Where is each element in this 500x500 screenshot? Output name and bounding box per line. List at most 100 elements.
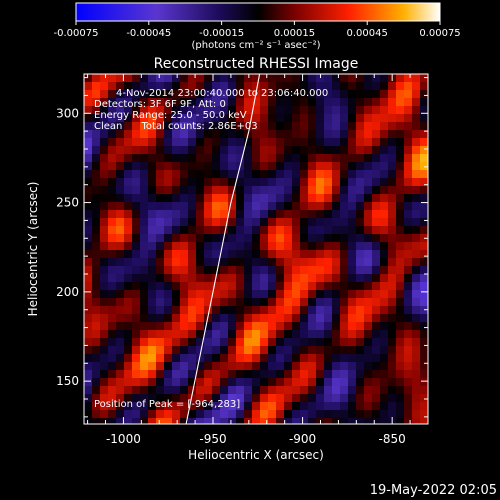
heatmap-pixel [332, 306, 341, 315]
heatmap-pixel [148, 82, 157, 91]
heatmap-pixel [228, 290, 237, 299]
heatmap-pixel [348, 362, 357, 371]
heatmap-pixel [372, 418, 381, 424]
heatmap-pixel [116, 410, 125, 419]
heatmap-pixel [276, 298, 285, 307]
heatmap-pixel [388, 354, 397, 363]
heatmap-pixel [244, 170, 253, 179]
heatmap-pixel [108, 106, 117, 115]
heatmap-pixel [196, 170, 205, 179]
heatmap-pixel [268, 410, 277, 419]
heatmap-pixel [140, 122, 149, 131]
heatmap-pixel [84, 194, 93, 203]
heatmap-pixel [180, 386, 189, 395]
heatmap-pixel [220, 122, 229, 131]
heatmap-pixel [116, 138, 125, 147]
footer-timestamp: 19-May-2022 02:05 [370, 483, 497, 498]
heatmap-pixel [164, 114, 173, 123]
heatmap-pixel [268, 242, 277, 251]
heatmap-pixel [412, 250, 421, 259]
heatmap-pixel [124, 274, 133, 283]
heatmap-pixel [156, 346, 165, 355]
heatmap-pixel [316, 106, 325, 115]
heatmap-pixel [332, 354, 341, 363]
heatmap-pixel [92, 90, 101, 99]
heatmap-pixel [332, 138, 341, 147]
heatmap-pixel [172, 242, 181, 251]
heatmap-pixel [228, 74, 237, 83]
heatmap-pixel [204, 386, 213, 395]
heatmap-pixel [220, 154, 229, 163]
heatmap-pixel [404, 378, 413, 387]
heatmap-pixel [276, 178, 285, 187]
heatmap-pixel [324, 290, 333, 299]
colorbar-ticks: -0.00075 -0.00045 -0.00015 0.00015 0.00045 0.… [54, 21, 461, 39]
heatmap-pixel [156, 338, 165, 347]
heatmap-pixel [84, 138, 93, 147]
y-tick-label: 200 [56, 285, 79, 299]
heatmap-pixel [244, 106, 253, 115]
heatmap-pixel [324, 234, 333, 243]
heatmap-pixel [324, 74, 333, 83]
heatmap-pixel [124, 354, 133, 363]
heatmap-pixel [108, 122, 117, 131]
heatmap-pixel [212, 338, 221, 347]
heatmap-pixel [300, 306, 309, 315]
heatmap-pixel [116, 346, 125, 355]
heatmap-pixel [316, 210, 325, 219]
heatmap-pixel [140, 90, 149, 99]
heatmap-pixel [196, 410, 205, 419]
heatmap-pixel [116, 354, 125, 363]
heatmap-pixel [164, 170, 173, 179]
heatmap-pixel [108, 410, 117, 419]
heatmap-pixel [196, 346, 205, 355]
heatmap-pixel [244, 114, 253, 123]
heatmap-pixel [316, 386, 325, 395]
heatmap-pixel [332, 402, 341, 411]
heatmap-pixel [148, 338, 157, 347]
heatmap-pixel [124, 250, 133, 259]
heatmap-pixel [348, 402, 357, 411]
heatmap-pixel [348, 170, 357, 179]
heatmap-pixel [124, 162, 133, 171]
heatmap-pixel [300, 386, 309, 395]
heatmap-pixel [204, 282, 213, 291]
heatmap-pixel [180, 178, 189, 187]
heatmap-pixel [404, 82, 413, 91]
heatmap-pixel [212, 242, 221, 251]
heatmap-pixel [340, 90, 349, 99]
heatmap-pixel [252, 122, 261, 131]
heatmap-pixel [172, 386, 181, 395]
heatmap-pixel [316, 162, 325, 171]
heatmap-pixel [124, 98, 133, 107]
heatmap-pixel [244, 98, 253, 107]
heatmap-pixel [140, 386, 149, 395]
heatmap-pixel [156, 282, 165, 291]
heatmap-pixel [196, 194, 205, 203]
heatmap-pixel [284, 338, 293, 347]
heatmap-pixel [164, 346, 173, 355]
heatmap-pixel [132, 378, 141, 387]
heatmap-pixel [300, 378, 309, 387]
heatmap-pixel [100, 170, 109, 179]
heatmap-pixel [204, 354, 213, 363]
heatmap-pixel [172, 418, 181, 424]
heatmap-pixel [108, 394, 117, 403]
heatmap-pixel [100, 378, 109, 387]
heatmap-pixel [100, 338, 109, 347]
heatmap-pixel [108, 130, 117, 139]
heatmap-pixel [380, 394, 389, 403]
heatmap-pixel [124, 290, 133, 299]
heatmap-pixel [340, 138, 349, 147]
heatmap-pixel [356, 130, 365, 139]
heatmap-pixel [260, 346, 269, 355]
heatmap-pixel [420, 82, 428, 91]
heatmap-pixel [324, 370, 333, 379]
heatmap-pixel [108, 346, 117, 355]
heatmap-pixel [84, 82, 93, 91]
heatmap-pixel [284, 298, 293, 307]
heatmap-pixel [332, 194, 341, 203]
heatmap-pixel [372, 138, 381, 147]
heatmap-pixel [148, 154, 157, 163]
heatmap-pixel [412, 378, 421, 387]
